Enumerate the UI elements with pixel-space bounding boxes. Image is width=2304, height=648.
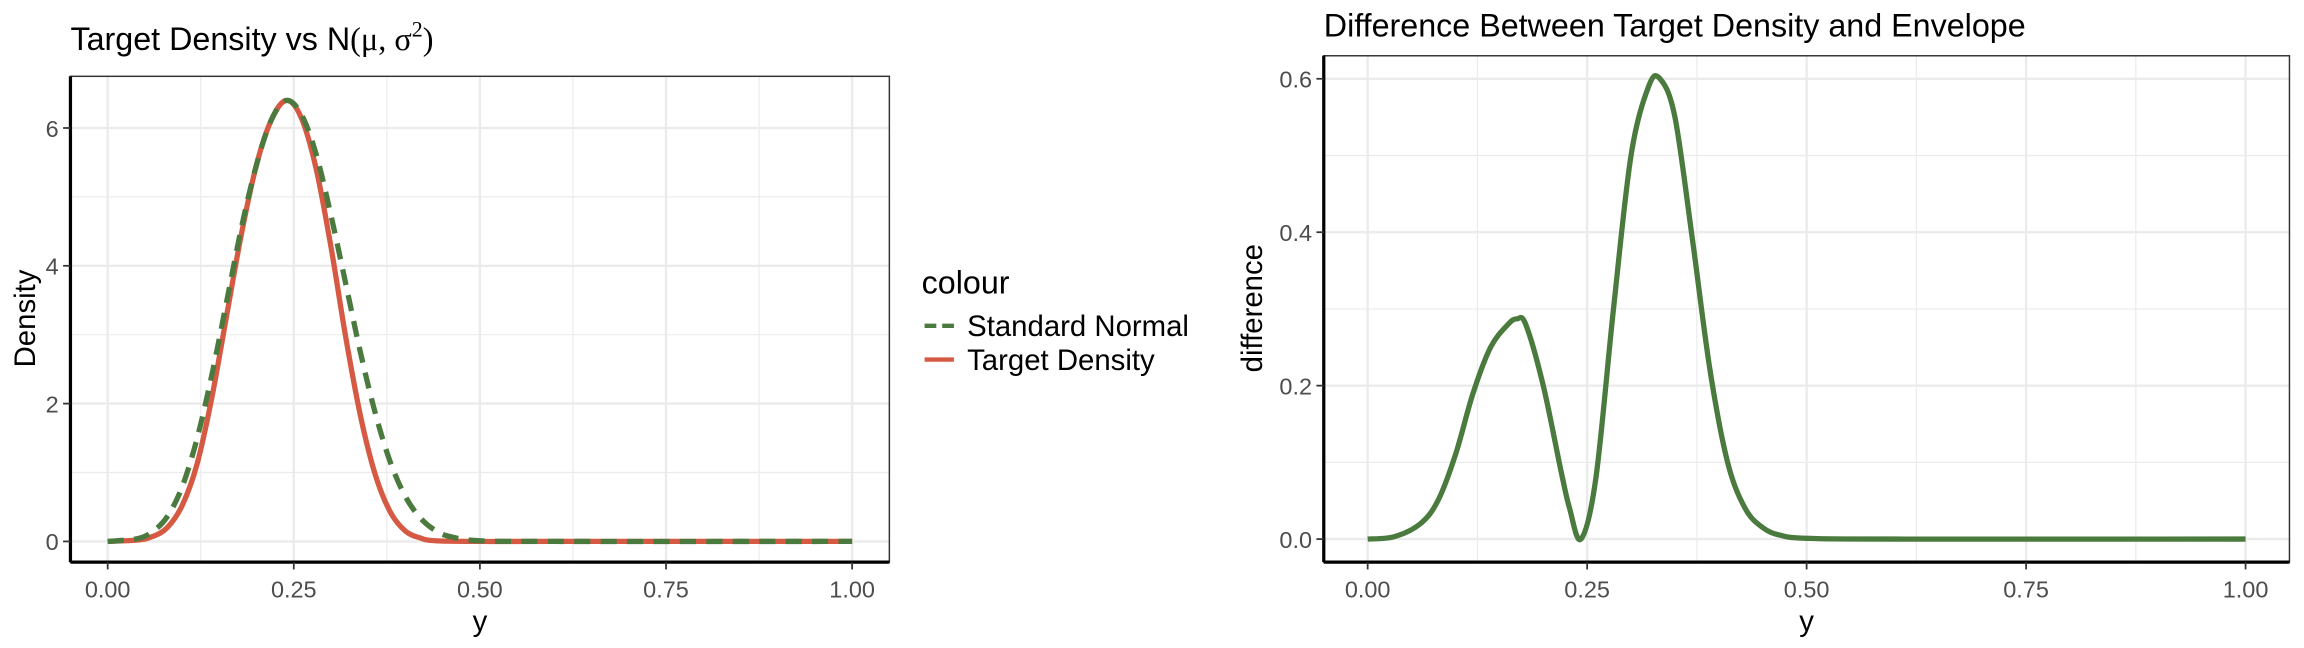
y-tick-label: 0.2 bbox=[1279, 373, 1312, 399]
legend-label-target-density: Target Density bbox=[967, 344, 1155, 377]
y-tick-label: 2 bbox=[46, 391, 59, 417]
y-tick-label: 6 bbox=[46, 116, 59, 142]
right-y-axis-label: difference bbox=[1236, 244, 1269, 372]
right-y-ticks: 0.0 0.2 0.4 0.6 bbox=[1279, 67, 1324, 553]
series-line-target-density bbox=[107, 97, 853, 545]
right-x-axis-label: y bbox=[1799, 605, 1814, 638]
x-tick-label: 0.50 bbox=[457, 576, 503, 602]
left-major-grid bbox=[70, 76, 890, 563]
right-x-ticks: 0.00 0.25 0.50 0.75 1.00 bbox=[1345, 562, 2269, 602]
left-y-axis-label: Density bbox=[9, 269, 42, 367]
right-chart: Difference Between Target Density and En… bbox=[1236, 8, 2291, 638]
x-tick-label: 0.75 bbox=[2003, 576, 2049, 602]
left-chart-title: Target Density vs N(μ, σ2) bbox=[70, 17, 433, 57]
right-chart-title: Difference Between Target Density and En… bbox=[1324, 8, 2026, 44]
left-chart: Target Density vs N(μ, σ2) 0.00 0.25 0.50 0… bbox=[9, 17, 891, 638]
right-series-lines bbox=[1367, 73, 2246, 543]
x-tick-label: 0.50 bbox=[1784, 576, 1830, 602]
x-tick-label: 1.00 bbox=[829, 576, 875, 602]
series-line-standard-normal bbox=[107, 97, 853, 545]
left-x-ticks: 0.00 0.25 0.50 0.75 1.00 bbox=[85, 562, 875, 602]
x-tick-label: 0.00 bbox=[85, 576, 131, 602]
x-tick-label: 0.25 bbox=[271, 576, 317, 602]
x-tick-label: 1.00 bbox=[2223, 576, 2269, 602]
y-tick-label: 0.0 bbox=[1279, 527, 1312, 553]
x-tick-label: 0.75 bbox=[643, 576, 689, 602]
y-tick-label: 4 bbox=[46, 254, 59, 280]
legend-entry-standard-normal: Standard Normal bbox=[924, 310, 1189, 343]
legend: colour Standard Normal Target Density bbox=[922, 265, 1189, 377]
x-tick-label: 0.00 bbox=[1345, 576, 1391, 602]
series-line-series-1 bbox=[1367, 73, 2246, 543]
legend-label-standard-normal: Standard Normal bbox=[967, 310, 1189, 343]
y-tick-label: 0.4 bbox=[1279, 220, 1312, 246]
y-tick-label: 0 bbox=[46, 529, 59, 555]
legend-entry-target-density: Target Density bbox=[924, 344, 1155, 377]
left-y-ticks: 0 2 4 6 bbox=[46, 116, 71, 555]
left-series-lines bbox=[107, 97, 853, 545]
left-x-axis-label: y bbox=[473, 605, 488, 638]
y-tick-label: 0.6 bbox=[1279, 67, 1312, 93]
x-tick-label: 0.25 bbox=[1564, 576, 1610, 602]
legend-title: colour bbox=[922, 265, 1010, 301]
